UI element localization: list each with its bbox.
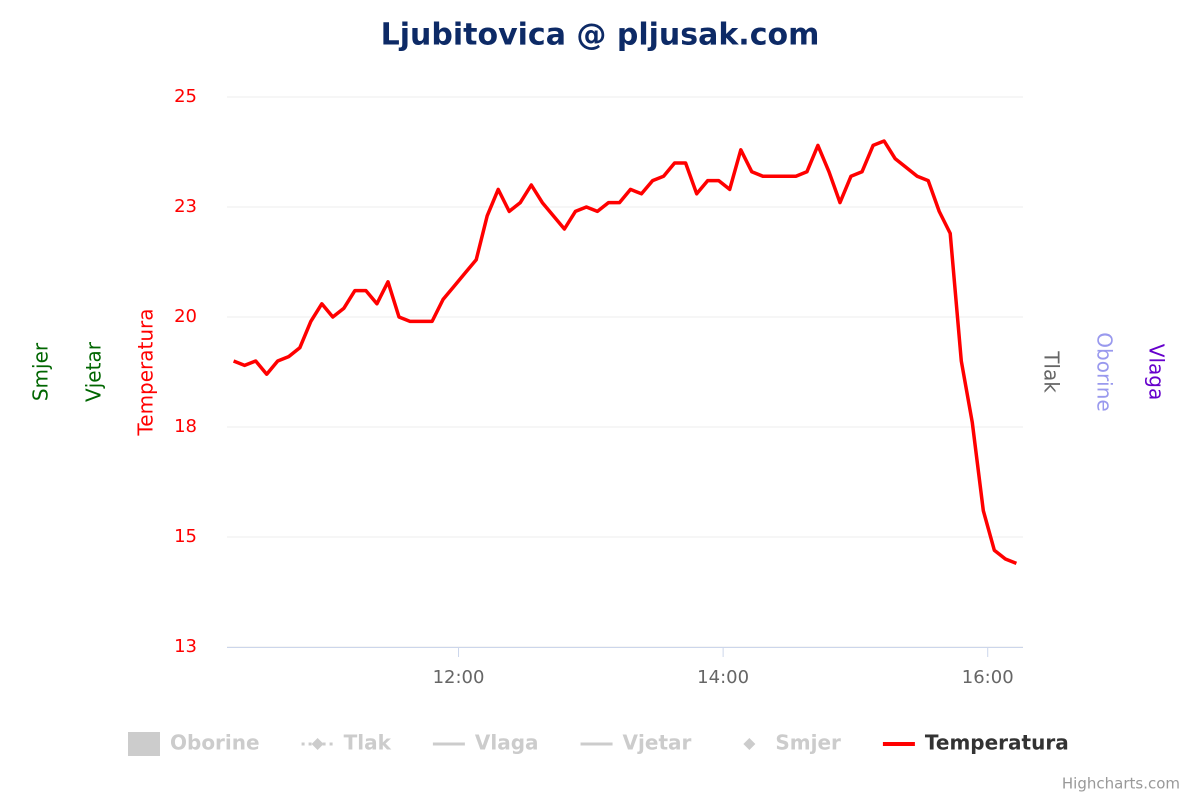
axis-title: Temperatura — [134, 308, 158, 436]
axis-title: Vjetar — [82, 341, 106, 402]
series-line — [232, 139, 1018, 566]
x-tick-label: 16:00 — [962, 667, 1014, 688]
legend-item[interactable]: Vlaga — [475, 731, 539, 755]
legend-symbol — [743, 738, 756, 750]
axis-title: Tlak — [1040, 350, 1064, 393]
y-tick-label: 15 — [174, 526, 197, 547]
legend-item[interactable]: Vjetar — [623, 731, 692, 755]
axis-title: Vlaga — [1145, 344, 1169, 400]
legend-item[interactable]: Oborine — [170, 731, 260, 755]
legend-item[interactable]: Smjer — [775, 731, 841, 755]
legend-symbol — [311, 738, 324, 750]
y-tick-label: 18 — [174, 416, 197, 437]
x-tick-label: 14:00 — [697, 667, 749, 688]
legend-item[interactable]: Temperatura — [925, 731, 1069, 755]
y-tick-label: 20 — [174, 306, 197, 327]
chart-title: Ljubitovica @ pljusak.com — [381, 18, 820, 53]
legend-item[interactable]: Tlak — [344, 731, 392, 755]
axis-title: Smjer — [29, 342, 53, 401]
credits[interactable]: Highcharts.com — [1062, 775, 1180, 793]
y-tick-label: 13 — [174, 636, 197, 657]
axis-title: Oborine — [1093, 332, 1117, 411]
x-tick-label: 12:00 — [433, 667, 485, 688]
legend-symbol — [128, 732, 160, 756]
y-tick-label: 23 — [174, 196, 197, 217]
y-tick-label: 25 — [174, 86, 197, 107]
